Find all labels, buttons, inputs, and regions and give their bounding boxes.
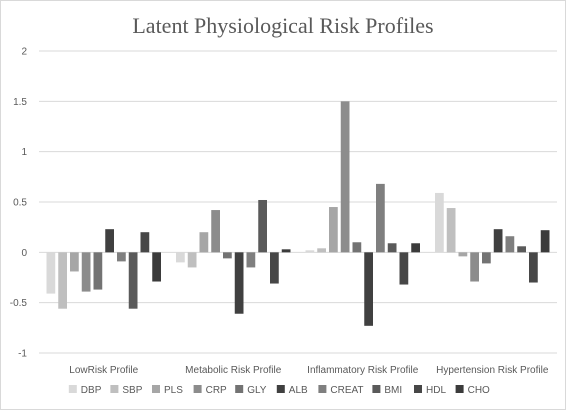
bar-gly-2	[352, 242, 362, 253]
bar-bmi-1	[258, 199, 267, 253]
legend-label: PLS	[164, 385, 183, 396]
legend-item: PLS	[152, 385, 183, 396]
legend-swatch	[152, 385, 160, 393]
bar-creat-0	[117, 252, 126, 262]
chart-title: Latent Physiological Risk Profiles	[132, 13, 433, 38]
legend-item: ALB	[276, 385, 308, 396]
bar-hdl-1	[270, 252, 279, 284]
legend-item: CHO	[455, 385, 490, 396]
y-axis-ticks: -1 -0.5 0 0.5 1 1.5 2	[10, 47, 28, 360]
legend-swatch	[68, 385, 77, 393]
bar-pls-2	[329, 207, 338, 253]
y-tick-label: 0.5	[13, 198, 27, 209]
legend-swatch	[372, 385, 381, 393]
legend-label: CREAT	[330, 385, 363, 396]
y-tick-label: 1	[21, 147, 27, 158]
bar-pls-1	[199, 232, 209, 253]
y-tick-label: 0	[21, 248, 27, 259]
bar-dbp-2	[305, 250, 315, 253]
bar-alb-0	[105, 229, 114, 253]
bar-cho-3	[540, 230, 550, 253]
category-label: Metabolic Risk Profile	[185, 365, 282, 376]
legend-label: HDL	[426, 385, 446, 396]
bar-cho-2	[411, 243, 420, 253]
bar-crp-1	[211, 210, 220, 253]
legend-label: CRP	[206, 385, 227, 396]
bar-alb-1	[234, 252, 244, 314]
y-tick-label: 2	[21, 47, 27, 58]
legend-item: CREAT	[318, 385, 364, 396]
legend-swatch	[193, 385, 202, 393]
legend-item: CRP	[193, 385, 227, 396]
bar-hdl-0	[140, 232, 150, 253]
legend-swatch	[455, 385, 464, 393]
legend: DBP SBP PLS CRP GLY ALB CREAT BMI HDL CHO	[68, 385, 490, 396]
bar-dbp-1	[176, 252, 185, 263]
legend-label: BMI	[384, 385, 402, 396]
bar-dbp-0	[46, 252, 56, 294]
bar-crp-3	[470, 252, 479, 282]
legend-label: SBP	[122, 385, 142, 396]
bar-creat-1	[246, 252, 256, 268]
gridlines	[39, 50, 557, 354]
bars	[46, 101, 550, 326]
legend-item: SBP	[110, 385, 143, 396]
legend-label: CHO	[468, 385, 490, 396]
bar-sbp-0	[58, 252, 67, 309]
bar-bmi-2	[387, 243, 397, 253]
category-label: LowRisk Profile	[69, 365, 138, 376]
legend-swatch	[276, 385, 285, 393]
legend-swatch	[235, 385, 244, 393]
bar-creat-3	[505, 236, 515, 253]
category-label: Inflammatory Risk Profile	[307, 365, 419, 376]
bar-gly-3	[482, 252, 491, 264]
x-axis-categories: LowRisk Profile Metabolic Risk Profile Inf…	[69, 365, 549, 376]
bar-hdl-2	[399, 252, 409, 285]
legend-item: DBP	[68, 385, 102, 396]
bar-sbp-3	[446, 208, 456, 253]
legend-item: HDL	[414, 385, 446, 396]
bar-sbp-2	[317, 248, 326, 253]
category-label: Hypertension Risk Profile	[436, 365, 549, 376]
bar-cho-1	[281, 249, 291, 253]
bar-bmi-0	[128, 252, 138, 309]
bar-crp-2	[340, 101, 350, 253]
legend-swatch	[318, 385, 327, 393]
y-tick-label: -1	[18, 349, 27, 360]
legend-swatch	[110, 385, 119, 393]
bar-creat-2	[376, 183, 385, 253]
bar-gly-0	[93, 252, 103, 290]
legend-item: BMI	[372, 385, 402, 396]
legend-label: GLY	[247, 385, 267, 396]
bar-alb-2	[364, 252, 373, 326]
bar-dbp-3	[435, 192, 444, 253]
y-tick-label: -0.5	[10, 298, 28, 309]
bar-bmi-3	[517, 246, 526, 253]
legend-label: DBP	[81, 385, 102, 396]
bar-gly-1	[223, 252, 232, 259]
bar-hdl-3	[529, 252, 538, 283]
bar-cho-0	[152, 252, 161, 282]
bar-pls-0	[70, 252, 79, 272]
bar-alb-3	[493, 229, 503, 253]
legend-label: ALB	[289, 385, 308, 396]
bar-sbp-1	[187, 252, 197, 268]
bar-pls-3	[458, 252, 468, 257]
legend-swatch	[414, 385, 422, 393]
legend-item: GLY	[235, 385, 267, 396]
bar-crp-0	[81, 252, 91, 292]
y-tick-label: 1.5	[13, 97, 27, 108]
